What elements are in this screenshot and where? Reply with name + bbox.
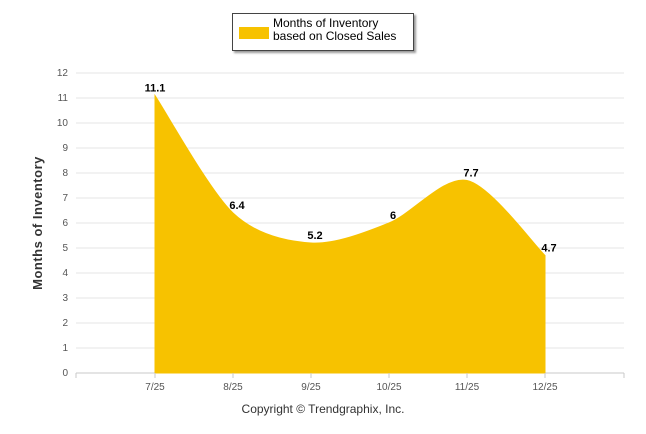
- x-axis-ticks: 7/25 8/25 9/25 10/25 11/25 12/25: [75, 373, 625, 393]
- x-tick-label: 8/25: [223, 382, 243, 393]
- data-label: 6.4: [229, 200, 245, 212]
- y-tick-label: 6: [62, 218, 68, 229]
- x-tick-label: 10/25: [376, 382, 401, 393]
- x-tick-label: 7/25: [145, 382, 165, 393]
- y-tick-label: 3: [62, 293, 68, 304]
- legend-label: Months of Inventory based on Closed Sale…: [273, 16, 397, 43]
- copyright-text: Copyright © Trendgraphix, Inc.: [241, 402, 405, 416]
- y-tick-label: 9: [62, 143, 68, 154]
- x-tick-label: 9/25: [301, 382, 321, 393]
- data-label: 5.2: [307, 230, 322, 242]
- data-label: 11.1: [145, 83, 166, 95]
- data-label: 7.7: [463, 168, 478, 180]
- y-tick-label: 5: [62, 243, 68, 254]
- area-series: [154, 93, 546, 374]
- legend: Months of Inventory based on Closed Sale…: [232, 13, 414, 51]
- y-tick-label: 10: [57, 118, 69, 129]
- x-tick-label: 11/25: [455, 382, 480, 393]
- y-tick-label: 11: [58, 93, 69, 104]
- data-label: 6: [390, 210, 396, 222]
- y-tick-label: 7: [62, 193, 68, 204]
- y-tick-label: 2: [62, 318, 68, 329]
- data-label: 4.7: [541, 243, 556, 255]
- y-tick-label: 0: [62, 368, 68, 379]
- x-tick-label: 12/25: [532, 382, 557, 393]
- y-tick-label: 1: [62, 343, 68, 354]
- y-tick-label: 8: [62, 168, 68, 179]
- y-tick-label: 12: [57, 68, 69, 79]
- y-axis-title: Months of Inventory: [30, 156, 45, 290]
- data-labels: 11.1 6.4 5.2 6 7.7 4.7: [145, 83, 557, 255]
- legend-swatch: [239, 27, 269, 39]
- y-tick-label: 4: [62, 268, 68, 279]
